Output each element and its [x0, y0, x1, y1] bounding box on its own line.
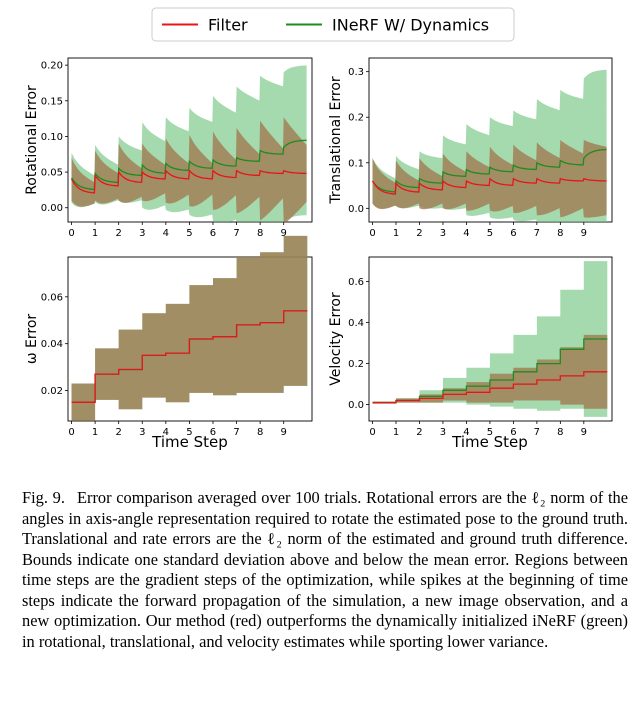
- x-tick-label: 6: [510, 427, 516, 438]
- y-ticks: 0.0 0.2 0.4 0.6: [348, 277, 369, 411]
- x-tick-label: 1: [92, 427, 98, 438]
- x-tick-label: 8: [257, 228, 263, 239]
- x-tick-label: 2: [115, 427, 121, 438]
- x-tick-label: 9: [581, 427, 587, 438]
- x-tick-label: 0: [68, 427, 74, 438]
- x-ticks: 0 1 2 3 4 5 6 7 8 9: [68, 421, 287, 438]
- inerf-mean-line: [371, 148, 607, 193]
- x-tick-label: 0: [369, 427, 375, 438]
- x-tick-label: 5: [487, 228, 493, 239]
- x-tick-label: 7: [534, 228, 540, 239]
- y-tick-label: 0.4: [348, 318, 364, 329]
- figure-canvas: Filter INeRF W/ Dynamics 0.000.050.100.1…: [24, 7, 613, 451]
- y-tick-label: 0.15: [41, 96, 63, 107]
- x-tick-label: 6: [210, 228, 216, 239]
- y-tick-label: 0.20: [41, 61, 63, 72]
- y-ticks: 0.02 0.04 0.06: [41, 292, 68, 397]
- x-tick-label: 4: [163, 228, 169, 239]
- legend: Filter INeRF W/ Dynamics: [151, 7, 515, 42]
- x-tick-label: 8: [557, 228, 563, 239]
- y-tick-label: 0.1: [348, 158, 364, 169]
- x-tick-label: 3: [139, 228, 145, 239]
- y-tick-label: 0.05: [41, 168, 63, 179]
- x-tick-label: 1: [393, 427, 399, 438]
- y-axis-label: ω Error: [24, 314, 40, 365]
- x-ticks: 0 1 2 3 4 5 6 7 8 9: [369, 421, 587, 438]
- series-marks: [70, 65, 307, 222]
- y-tick-label: 0.0: [348, 400, 364, 411]
- plot-frame: [368, 57, 613, 223]
- series-marks: [71, 235, 308, 421]
- y-tick-label: 0.2: [348, 113, 364, 124]
- x-tick-label: 5: [487, 427, 493, 438]
- y-tick-label: 0.02: [41, 386, 63, 397]
- caption-label: Fig. 9.: [22, 488, 65, 507]
- x-tick-label: 9: [581, 228, 587, 239]
- x-axis-label: Time Step: [151, 433, 228, 451]
- x-tick-label: 3: [440, 427, 446, 438]
- x-tick-label: 0: [369, 228, 375, 239]
- x-tick-label: 2: [115, 228, 121, 239]
- rotational-error-panel: 0.00 0.05 0.10 0.15 0.20 0 1 2 3 4 5 6 7 8 9 Rotation…: [24, 57, 313, 239]
- legend-label-filter: Filter: [208, 16, 248, 35]
- plot-frame: [67, 256, 313, 422]
- y-axis-label: Translational Error: [328, 76, 344, 205]
- x-tick-label: 6: [510, 228, 516, 239]
- y-tick-label: 0.2: [348, 359, 364, 370]
- x-ticks: 0 1 2 3 4 5 6 7 8 9: [68, 222, 287, 239]
- y-tick-label: 0.00: [41, 203, 63, 214]
- figure-caption: Fig. 9. Error comparison averaged over 10…: [22, 488, 628, 652]
- y-tick-label: 0.10: [41, 132, 63, 143]
- filter-mean-line: [371, 177, 607, 195]
- filter-std-band: [71, 235, 308, 421]
- omega-error-panel: 0.02 0.04 0.06 0 1 2 3 4 5 6 7 8 9 ω Error Time Ste…: [24, 235, 313, 451]
- velocity-error-panel: 0.0 0.2 0.4 0.6 0 1 2 3 4 5 6 7 8 9 Velocity Error T…: [328, 256, 613, 451]
- filter-mean-line: [71, 310, 308, 403]
- x-tick-label: 7: [534, 427, 540, 438]
- legend-box: [151, 7, 515, 42]
- x-tick-label: 1: [92, 228, 98, 239]
- y-tick-label: 0.3: [348, 67, 364, 78]
- x-tick-label: 7: [233, 228, 239, 239]
- caption-text: Error comparison averaged over 100 trial…: [22, 488, 628, 651]
- y-tick-label: 0.0: [348, 204, 364, 215]
- translational-error-panel: 0.0 0.1 0.2 0.3 0 1 2 3 4 5 6 7 8 9 Translational Er…: [328, 57, 613, 239]
- plot-frame: [368, 256, 613, 422]
- x-tick-label: 9: [281, 427, 287, 438]
- y-axis-label: Velocity Error: [328, 292, 344, 386]
- x-tick-label: 3: [440, 228, 446, 239]
- filter-mean-line: [372, 371, 608, 404]
- x-tick-label: 1: [393, 228, 399, 239]
- x-tick-label: 0: [68, 228, 74, 239]
- x-tick-label: 3: [139, 427, 145, 438]
- filter-std-band: [372, 334, 608, 409]
- filter-mean-line: [70, 169, 307, 194]
- y-axis-label: Rotational Error: [24, 85, 40, 195]
- x-axis-label: Time Step: [451, 433, 528, 451]
- series-marks: [372, 261, 608, 417]
- x-tick-label: 7: [233, 427, 239, 438]
- y-tick-label: 0.04: [41, 339, 63, 350]
- x-tick-label: 4: [463, 427, 469, 438]
- inerf-mean-line: [70, 139, 307, 191]
- y-tick-label: 0.06: [41, 292, 63, 303]
- plot-frame: [67, 57, 313, 223]
- x-tick-label: 6: [210, 427, 216, 438]
- x-ticks: 0 1 2 3 4 5 6 7 8 9: [369, 222, 587, 239]
- x-tick-label: 9: [281, 228, 287, 239]
- x-tick-label: 4: [463, 228, 469, 239]
- x-tick-label: 4: [163, 427, 169, 438]
- y-ticks: 0.0 0.1 0.2 0.3: [348, 67, 369, 215]
- x-tick-label: 8: [257, 427, 263, 438]
- x-tick-label: 5: [186, 228, 192, 239]
- legend-label-inerf: INeRF W/ Dynamics: [332, 16, 489, 35]
- x-tick-label: 8: [557, 427, 563, 438]
- y-tick-label: 0.6: [348, 277, 364, 288]
- x-tick-label: 2: [416, 228, 422, 239]
- series-marks: [371, 69, 607, 222]
- y-ticks: 0.00 0.05 0.10 0.15 0.20: [41, 61, 68, 214]
- x-tick-label: 2: [416, 427, 422, 438]
- x-tick-label: 5: [186, 427, 192, 438]
